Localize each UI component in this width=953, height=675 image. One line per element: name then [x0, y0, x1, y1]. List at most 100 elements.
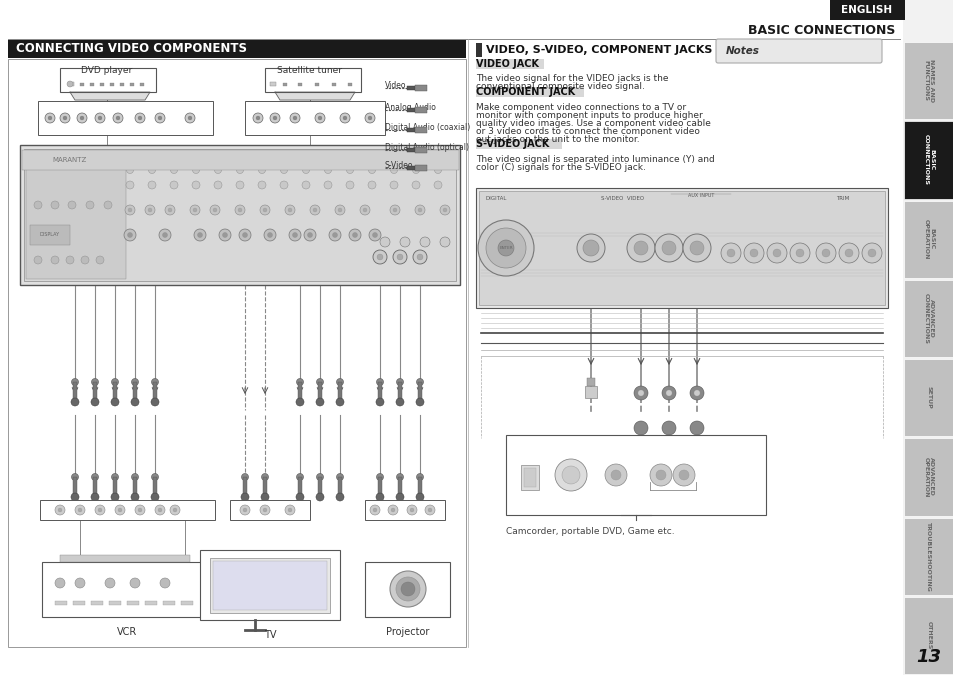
Circle shape — [393, 208, 396, 212]
Circle shape — [267, 232, 273, 238]
Circle shape — [689, 421, 703, 435]
Circle shape — [314, 113, 325, 123]
Circle shape — [34, 201, 42, 209]
Bar — [22, 150, 458, 170]
Bar — [42, 562, 212, 617]
Circle shape — [71, 473, 78, 481]
Text: TV: TV — [263, 630, 276, 640]
Circle shape — [222, 232, 227, 238]
Circle shape — [333, 232, 337, 238]
Circle shape — [337, 208, 341, 212]
Circle shape — [71, 398, 79, 406]
Circle shape — [112, 473, 118, 481]
Circle shape — [51, 201, 59, 209]
Bar — [8, 40, 465, 58]
Circle shape — [131, 398, 139, 406]
Circle shape — [154, 505, 165, 515]
Text: BASIC
OPERATION: BASIC OPERATION — [923, 219, 933, 259]
Text: Digital Audio (coaxial): Digital Audio (coaxial) — [385, 122, 470, 132]
Text: Notes: Notes — [725, 46, 760, 56]
Bar — [407, 148, 415, 152]
Circle shape — [561, 466, 579, 484]
Circle shape — [255, 116, 260, 120]
Circle shape — [336, 473, 343, 481]
Bar — [417, 382, 421, 400]
Circle shape — [689, 386, 703, 400]
Text: NAMES AND
FUNCTIONS: NAMES AND FUNCTIONS — [923, 59, 933, 102]
Text: ENTER: ENTER — [498, 246, 513, 250]
Circle shape — [339, 113, 350, 123]
Bar — [112, 382, 117, 400]
Circle shape — [193, 167, 199, 173]
Circle shape — [363, 208, 367, 212]
Circle shape — [71, 379, 78, 385]
Bar — [20, 145, 459, 285]
Circle shape — [197, 232, 202, 238]
Circle shape — [253, 113, 263, 123]
Text: ADVANCED
CONNECTIONS: ADVANCED CONNECTIONS — [923, 293, 933, 344]
Text: S-VIDEO JACK: S-VIDEO JACK — [476, 139, 549, 149]
Bar — [397, 477, 401, 495]
Circle shape — [439, 205, 450, 215]
Bar — [297, 382, 302, 400]
Circle shape — [369, 229, 380, 241]
Circle shape — [170, 505, 180, 515]
Circle shape — [55, 505, 65, 515]
Bar — [109, 601, 121, 605]
Circle shape — [75, 505, 85, 515]
Circle shape — [343, 116, 347, 120]
Bar — [407, 86, 415, 90]
Circle shape — [138, 116, 142, 120]
Bar — [317, 382, 322, 400]
Circle shape — [261, 493, 269, 501]
Bar — [163, 601, 174, 605]
Bar — [145, 601, 157, 605]
Circle shape — [416, 254, 422, 260]
Circle shape — [152, 379, 158, 385]
Circle shape — [130, 578, 140, 588]
Text: VIDEO JACK: VIDEO JACK — [476, 59, 538, 69]
Circle shape — [148, 208, 152, 212]
Circle shape — [285, 205, 294, 215]
Circle shape — [679, 470, 688, 480]
Text: Video: Video — [385, 80, 406, 90]
Circle shape — [368, 116, 372, 120]
Circle shape — [310, 205, 319, 215]
Circle shape — [67, 81, 73, 87]
Circle shape — [48, 116, 52, 120]
Circle shape — [111, 493, 119, 501]
Circle shape — [91, 473, 98, 481]
Text: ADVANCED
OPERATION: ADVANCED OPERATION — [923, 456, 933, 497]
Text: Satellite tuner: Satellite tuner — [277, 66, 342, 75]
Circle shape — [135, 505, 145, 515]
Circle shape — [118, 508, 122, 512]
Circle shape — [242, 232, 247, 238]
Circle shape — [98, 116, 102, 120]
Circle shape — [160, 578, 170, 588]
Bar — [283, 83, 287, 86]
Circle shape — [656, 470, 665, 480]
Circle shape — [477, 220, 534, 276]
Circle shape — [335, 398, 344, 406]
Bar — [476, 43, 481, 57]
Text: BASIC
CONNECTIONS: BASIC CONNECTIONS — [923, 134, 933, 186]
Circle shape — [111, 398, 119, 406]
Text: Digital Audio (optical): Digital Audio (optical) — [385, 142, 469, 151]
Bar — [26, 151, 126, 279]
Bar — [270, 82, 275, 86]
Bar — [92, 477, 97, 495]
Text: DVD player: DVD player — [81, 66, 132, 75]
Text: S-Video: S-Video — [385, 161, 413, 169]
Circle shape — [132, 379, 138, 385]
Circle shape — [289, 229, 301, 241]
Circle shape — [391, 508, 395, 512]
Circle shape — [214, 167, 221, 173]
Circle shape — [285, 505, 294, 515]
Bar — [365, 562, 450, 617]
Circle shape — [188, 116, 192, 120]
Bar — [60, 555, 190, 562]
Bar — [377, 382, 381, 400]
Circle shape — [415, 205, 424, 215]
Circle shape — [77, 113, 87, 123]
Bar — [213, 561, 327, 610]
